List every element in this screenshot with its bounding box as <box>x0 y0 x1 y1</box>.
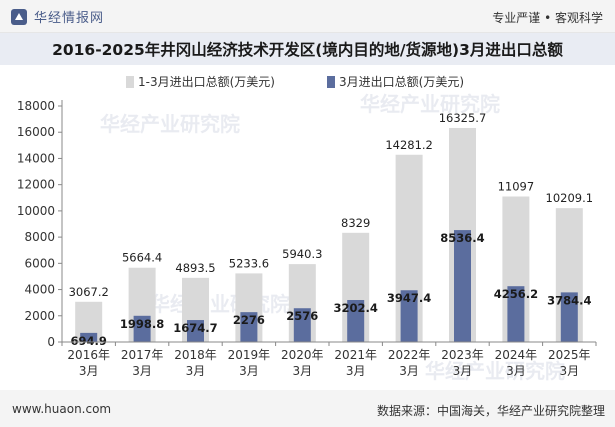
website-link[interactable]: www.huaon.com <box>12 402 112 416</box>
data-label-total: 4893.5 <box>175 261 215 275</box>
data-label-total: 11097 <box>498 180 535 194</box>
x-tick-label: 2016年 <box>67 348 110 362</box>
y-tick-label: 18000 <box>17 99 55 113</box>
x-tick-label: 2025年 <box>548 348 591 362</box>
y-tick-label: 12000 <box>17 178 55 192</box>
legend: 1-3月进出口总额(万美元) 3月进出口总额(万美元) <box>126 75 464 89</box>
data-label-march: 1998.8 <box>120 317 164 331</box>
x-tick-label: 2021年 <box>334 348 377 362</box>
y-axis: 0 2000 4000 6000 8000 10000 12000 14000 16000 180… <box>17 99 63 349</box>
data-source: 数据来源：中国海关，华经产业研究院整理 <box>376 404 605 418</box>
y-tick-label: 14000 <box>17 151 55 165</box>
y-tick-label: 4000 <box>24 283 55 297</box>
bar-march <box>293 308 311 342</box>
footer-bar: www.huaon.com 数据来源：中国海关，华经产业研究院整理 <box>0 390 615 427</box>
legend-swatch <box>126 76 134 88</box>
x-tick-label: 2017年 <box>121 348 164 362</box>
bars <box>75 127 583 342</box>
x-tick-label: 3月 <box>399 364 419 378</box>
y-tick-label: 10000 <box>17 204 55 218</box>
x-tick-label: 2022年 <box>388 348 431 362</box>
header-bar: 华经情报网 专业严谨 • 客观科学 <box>0 0 615 33</box>
legend-label: 1-3月进出口总额(万美元) <box>138 75 275 89</box>
data-label-march: 2576 <box>286 309 318 323</box>
legend-swatch <box>327 76 335 88</box>
data-label-march: 8536.4 <box>440 231 484 245</box>
bar-march <box>400 290 418 342</box>
data-label-march: 694.9 <box>71 334 107 348</box>
watermark-text: 华经产业研究院 <box>425 359 565 383</box>
bar-march <box>80 332 98 342</box>
x-tick-label: 3月 <box>559 364 579 378</box>
data-label-total: 3067.2 <box>69 285 109 299</box>
x-tick-label: 3月 <box>292 364 312 378</box>
x-tick-label: 3月 <box>79 364 99 378</box>
title-bar: 2016-2025年井冈山经济技术开发区(境内目的地/货源地)3月进出口总额 <box>0 33 615 65</box>
data-label-total: 16325.7 <box>439 111 487 125</box>
x-tick-label: 3月 <box>186 364 206 378</box>
watermark-text: 华经产业研究院 <box>150 292 290 316</box>
y-tick-label: 2000 <box>24 309 55 323</box>
x-tick-label: 3月 <box>453 364 473 378</box>
data-label-total: 5664.4 <box>122 251 162 265</box>
data-label-march: 3947.4 <box>387 291 431 305</box>
x-tick-label: 2020年 <box>281 348 324 362</box>
watermark-text: 华经产业研究院 <box>360 92 500 116</box>
bar-march <box>454 230 471 342</box>
bar-march <box>187 320 204 342</box>
data-label-march: 4256.2 <box>494 287 538 301</box>
y-tick-label: 6000 <box>24 256 55 270</box>
bar-march <box>347 300 365 342</box>
data-label-total: 5233.6 <box>229 256 269 270</box>
watermark-text: 华经产业研究院 <box>100 112 240 136</box>
data-label-march: 1674.7 <box>173 321 217 335</box>
watermark-group: 华经产业研究院 华经产业研究院 华经产业研究院 华经产业研究院 <box>100 92 565 383</box>
x-tick-label: 2023年 <box>441 348 484 362</box>
legend-label: 3月进出口总额(万美元) <box>339 75 464 89</box>
brand-name: 华经情报网 <box>34 11 105 26</box>
data-label-march: 3784.4 <box>547 293 591 307</box>
bar-march <box>507 286 525 342</box>
data-label-total: 5940.3 <box>282 247 322 261</box>
data-labels: 3067.2 694.9 5664.4 1998.8 4893.5 1674.7 5233.… <box>69 111 594 348</box>
slogan: 专业严谨 • 客观科学 <box>492 11 603 25</box>
x-tick-label: 3月 <box>506 364 526 378</box>
bar-chart: 华经产业研究院 华经产业研究院 华经产业研究院 华经产业研究院 1-3月进出口总… <box>17 75 597 383</box>
bar-march <box>133 315 151 342</box>
data-label-march: 3202.4 <box>334 301 378 315</box>
x-tick-label: 2019年 <box>228 348 271 362</box>
chart-title: 2016-2025年井冈山经济技术开发区(境内目的地/货源地)3月进出口总额 <box>52 41 563 59</box>
huajing-logo-icon <box>11 8 27 25</box>
bar-march <box>560 292 578 342</box>
x-tick-label: 2024年 <box>495 348 538 362</box>
brand: 华经情报网 <box>10 7 104 26</box>
x-tick-label: 3月 <box>239 364 259 378</box>
y-tick-label: 0 <box>47 335 55 349</box>
data-label-total: 8329 <box>341 216 370 230</box>
y-tick-label: 16000 <box>17 125 55 139</box>
x-tick-label: 3月 <box>346 364 366 378</box>
x-tick-label: 3月 <box>132 364 152 378</box>
x-axis: 2016年 3月 2017年 3月 2018年 3月 2019年 3月 2020年 3月 2021年… <box>61 341 597 378</box>
x-tick-label: 2018年 <box>174 348 217 362</box>
y-tick-label: 8000 <box>24 230 55 244</box>
data-label-total: 14281.2 <box>385 138 433 152</box>
bar-march <box>240 312 258 342</box>
data-label-total: 10209.1 <box>546 191 594 205</box>
data-label-march: 2276 <box>233 313 265 327</box>
